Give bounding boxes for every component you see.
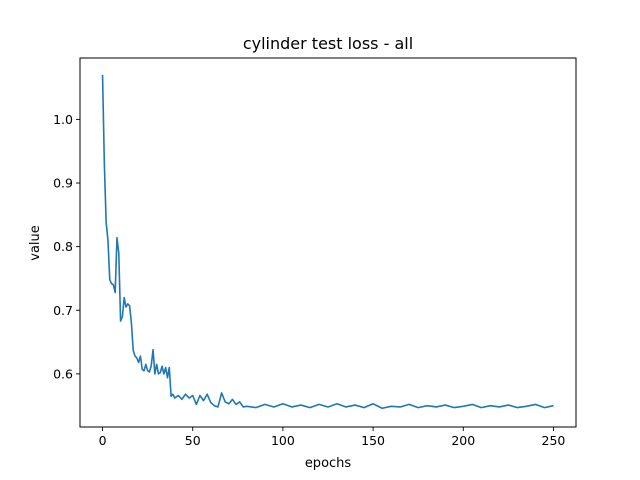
series-line-0 [101,74,554,410]
x-tick-label: 150 [361,433,385,448]
x-tick-label: 100 [271,433,295,448]
chart-title: cylinder test loss - all [243,34,413,53]
y-tick-label: 0.8 [53,239,73,254]
y-tick-label: 0.6 [53,366,73,381]
y-tick-label: 1.0 [53,112,73,127]
x-axis-label: epochs [305,456,352,471]
x-tick-label: 250 [542,433,566,448]
x-axis-ticks: 0 50 100 150 200 250 [99,427,566,448]
plot-area [101,74,554,410]
y-axis-ticks: 0.6 0.7 0.8 0.9 1.0 [53,112,80,381]
y-axis-label: value [28,225,43,261]
x-tick-label: 200 [451,433,475,448]
y-tick-label: 0.9 [53,176,73,191]
y-tick-label: 0.7 [53,303,73,318]
axes-frame [79,57,577,428]
x-tick-label: 0 [99,433,107,448]
x-tick-label: 50 [185,433,201,448]
